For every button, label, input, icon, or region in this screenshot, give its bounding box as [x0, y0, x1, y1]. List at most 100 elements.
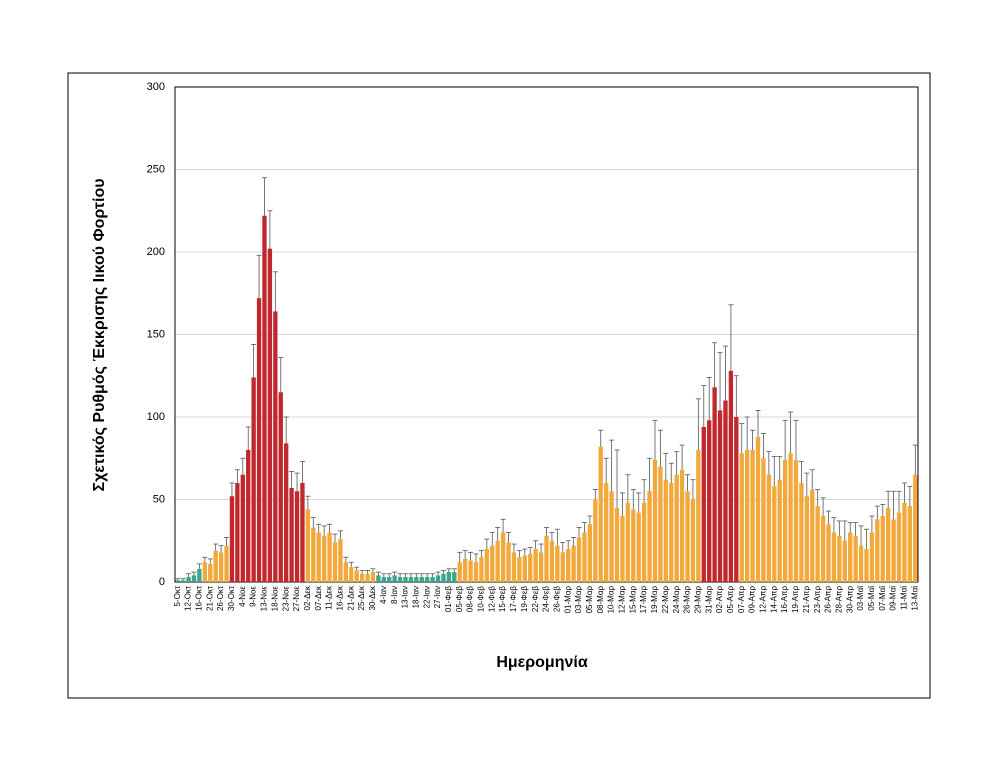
x-tick-label: 09-Απρ: [748, 586, 757, 613]
bar: [734, 417, 739, 582]
bar: [457, 562, 462, 582]
x-tick-label: 26-Φεβ: [552, 586, 561, 613]
x-tick-label: 01-Φεβ: [444, 586, 453, 613]
x-tick-label: 25-Δεκ: [357, 585, 366, 610]
bar: [913, 474, 918, 582]
bar: [403, 577, 408, 582]
x-tick-label: 07-Δεκ: [314, 585, 323, 610]
bar: [896, 512, 902, 582]
bar: [598, 446, 603, 582]
bar: [631, 509, 636, 582]
bar: [419, 577, 424, 582]
bar: [620, 516, 625, 582]
bar: [343, 562, 349, 582]
x-tick-label: 05-Μαϊ: [867, 586, 876, 611]
x-tick-label: 5-Οκτ: [173, 585, 182, 606]
x-tick-label: 12-Οκτ: [184, 585, 193, 611]
bar: [246, 450, 251, 582]
bar: [544, 535, 549, 582]
bar: [262, 215, 267, 582]
bar: [511, 552, 517, 582]
bar: [750, 450, 755, 582]
bar: [235, 483, 240, 582]
x-tick-label: 11-Μαϊ: [900, 586, 909, 610]
x-tick-label: 02-Απρ: [715, 586, 724, 613]
bar: [224, 545, 229, 582]
bar: [761, 458, 766, 582]
bar: [408, 577, 414, 582]
bar: [392, 575, 397, 582]
bar: [397, 577, 403, 582]
bar: [452, 572, 457, 582]
bar: [576, 537, 582, 582]
bar: [414, 577, 419, 582]
bar: [842, 540, 847, 582]
bar: [197, 568, 202, 582]
x-tick-label: 18-Ιαν: [411, 586, 420, 608]
bar: [788, 453, 793, 582]
y-tick-label: 200: [147, 246, 165, 258]
x-tick-label: 26-Οκτ: [216, 585, 225, 611]
bar: [370, 572, 376, 582]
bar: [772, 486, 777, 582]
bar: [500, 532, 506, 582]
bar: [907, 506, 913, 582]
bar: [479, 557, 484, 582]
x-tick-label: 27-Ιαν: [433, 586, 442, 608]
x-tick-label: 30-Οκτ: [227, 585, 236, 611]
bar: [294, 491, 300, 582]
bar: [387, 577, 392, 582]
bar: [528, 553, 533, 582]
bar: [202, 562, 207, 582]
x-tick-label: 08-Μαρ: [596, 586, 605, 614]
x-tick-label: 07-Μαϊ: [878, 586, 887, 611]
bar: [549, 540, 555, 582]
bar: [826, 524, 831, 582]
x-tick-label: 10-Φεβ: [477, 586, 486, 613]
bar: [473, 562, 479, 582]
x-tick-label: 26-Μαρ: [683, 586, 692, 614]
bar: [218, 552, 224, 582]
bar: [777, 479, 782, 582]
bar: [723, 400, 728, 582]
bar: [359, 573, 365, 582]
bar: [354, 570, 359, 582]
x-tick-label: 03-Μαρ: [574, 586, 583, 614]
bar: [848, 532, 853, 582]
x-tick-label: 02-Δεκ: [303, 585, 312, 610]
y-tick-label: 150: [147, 328, 165, 340]
bar: [289, 487, 294, 582]
x-tick-label: 8-Ιαν: [390, 586, 399, 604]
bar: [869, 532, 875, 582]
bar: [506, 542, 511, 582]
bar: [186, 577, 191, 582]
bar: [566, 549, 571, 582]
x-tick-label: 30-Απρ: [845, 586, 854, 613]
bar: [321, 535, 327, 582]
bar: [728, 370, 734, 582]
bar: [305, 509, 311, 582]
x-tick-label: 19-Φεβ: [520, 586, 529, 613]
x-tick-label: 08-Φεβ: [466, 586, 475, 613]
x-tick-label: 19-Απρ: [791, 586, 800, 613]
bar: [820, 516, 826, 582]
bar: [316, 532, 321, 582]
bar: [886, 507, 891, 582]
frame: [67, 72, 931, 699]
bar: [273, 311, 278, 582]
bar: [799, 483, 804, 582]
bar: [614, 507, 620, 582]
bar: [669, 483, 674, 582]
y-tick-label: 100: [147, 411, 165, 423]
x-tick-label: 16-Οκτ: [195, 585, 204, 611]
bar: [175, 580, 180, 582]
x-tick-label: 07-Απρ: [737, 586, 746, 613]
bar: [278, 392, 283, 582]
x-tick-label: 12-Απρ: [759, 586, 768, 613]
y-tick-label: 0: [159, 576, 165, 588]
bar: [712, 387, 717, 582]
bar: [555, 545, 560, 582]
x-tick-label: 24-Μαρ: [672, 586, 681, 614]
bar: [300, 483, 305, 582]
x-tick-label: 27-Νοε: [292, 586, 301, 612]
